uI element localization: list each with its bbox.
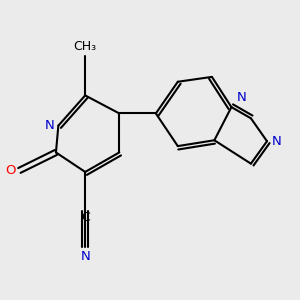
Text: N: N <box>45 119 55 132</box>
Text: N: N <box>80 250 90 263</box>
Text: N: N <box>272 135 282 148</box>
Text: C: C <box>81 211 90 224</box>
Text: N: N <box>236 91 246 104</box>
Text: O: O <box>5 164 16 177</box>
Text: CH₃: CH₃ <box>74 40 97 52</box>
